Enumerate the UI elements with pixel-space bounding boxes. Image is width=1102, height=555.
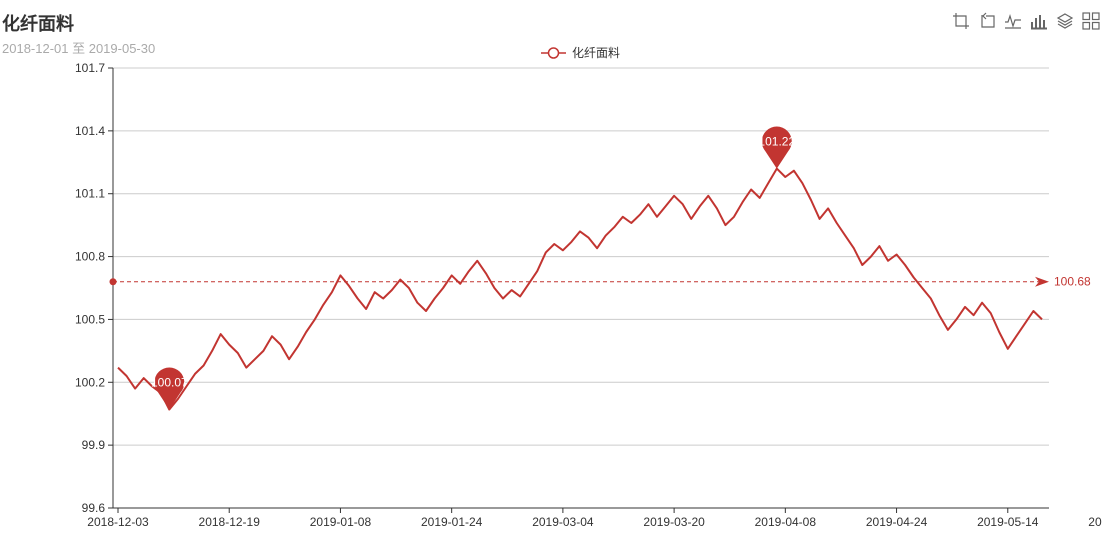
x-tick-label: 2019-03-04 — [532, 515, 594, 529]
x-tick-label: 2019-04-24 — [866, 515, 928, 529]
y-tick-label: 100.8 — [75, 250, 105, 264]
x-tick-label: 2019-03-20 — [643, 515, 705, 529]
zoom-icon[interactable] — [952, 12, 970, 30]
mark-point-label: 101.22 — [758, 135, 795, 149]
chart-title: 化纤面料 — [2, 14, 74, 34]
mark-point-pin — [761, 126, 792, 169]
stack-icon[interactable] — [1056, 12, 1074, 30]
x-tick-label: 2019-05-30 — [1088, 515, 1102, 529]
bar-chart-icon[interactable] — [1030, 12, 1048, 30]
x-tick-label: 2019-01-24 — [421, 515, 483, 529]
x-tick-label: 2018-12-19 — [199, 515, 261, 529]
y-tick-label: 100.2 — [75, 375, 105, 389]
data-view-icon[interactable] — [1082, 12, 1100, 30]
line-chart-icon[interactable] — [1004, 12, 1022, 30]
x-tick-label: 2019-05-14 — [977, 515, 1039, 529]
x-tick-label: 2018-12-03 — [87, 515, 149, 529]
mark-point-min: 100.07 — [151, 367, 188, 410]
series-line — [117, 167, 1043, 411]
average-line-label: 100.68 — [1054, 275, 1091, 289]
x-tick-label: 2019-04-08 — [755, 515, 817, 529]
legend-label[interactable]: 化纤面料 — [572, 46, 620, 60]
legend-symbol — [547, 47, 560, 59]
mark-point-label: 100.07 — [151, 376, 188, 390]
y-tick-label: 101.7 — [75, 61, 105, 75]
average-line-arrow — [1035, 276, 1049, 287]
y-tick-label: 101.1 — [75, 187, 105, 201]
y-tick-label: 99.9 — [82, 438, 106, 452]
toolbox — [952, 12, 1100, 30]
average-line-start-dot — [109, 278, 117, 286]
mark-point-max: 101.22 — [758, 126, 795, 169]
y-tick-label: 100.5 — [75, 312, 105, 326]
zoom-reset-icon[interactable] — [978, 12, 996, 30]
mark-point-pin — [154, 367, 185, 410]
y-tick-label: 101.4 — [75, 124, 105, 138]
x-tick-label: 2019-01-08 — [310, 515, 372, 529]
chart-subtitle: 2018-12-01 至 2019-05-30 — [2, 41, 156, 56]
y-tick-label: 99.6 — [82, 501, 106, 515]
